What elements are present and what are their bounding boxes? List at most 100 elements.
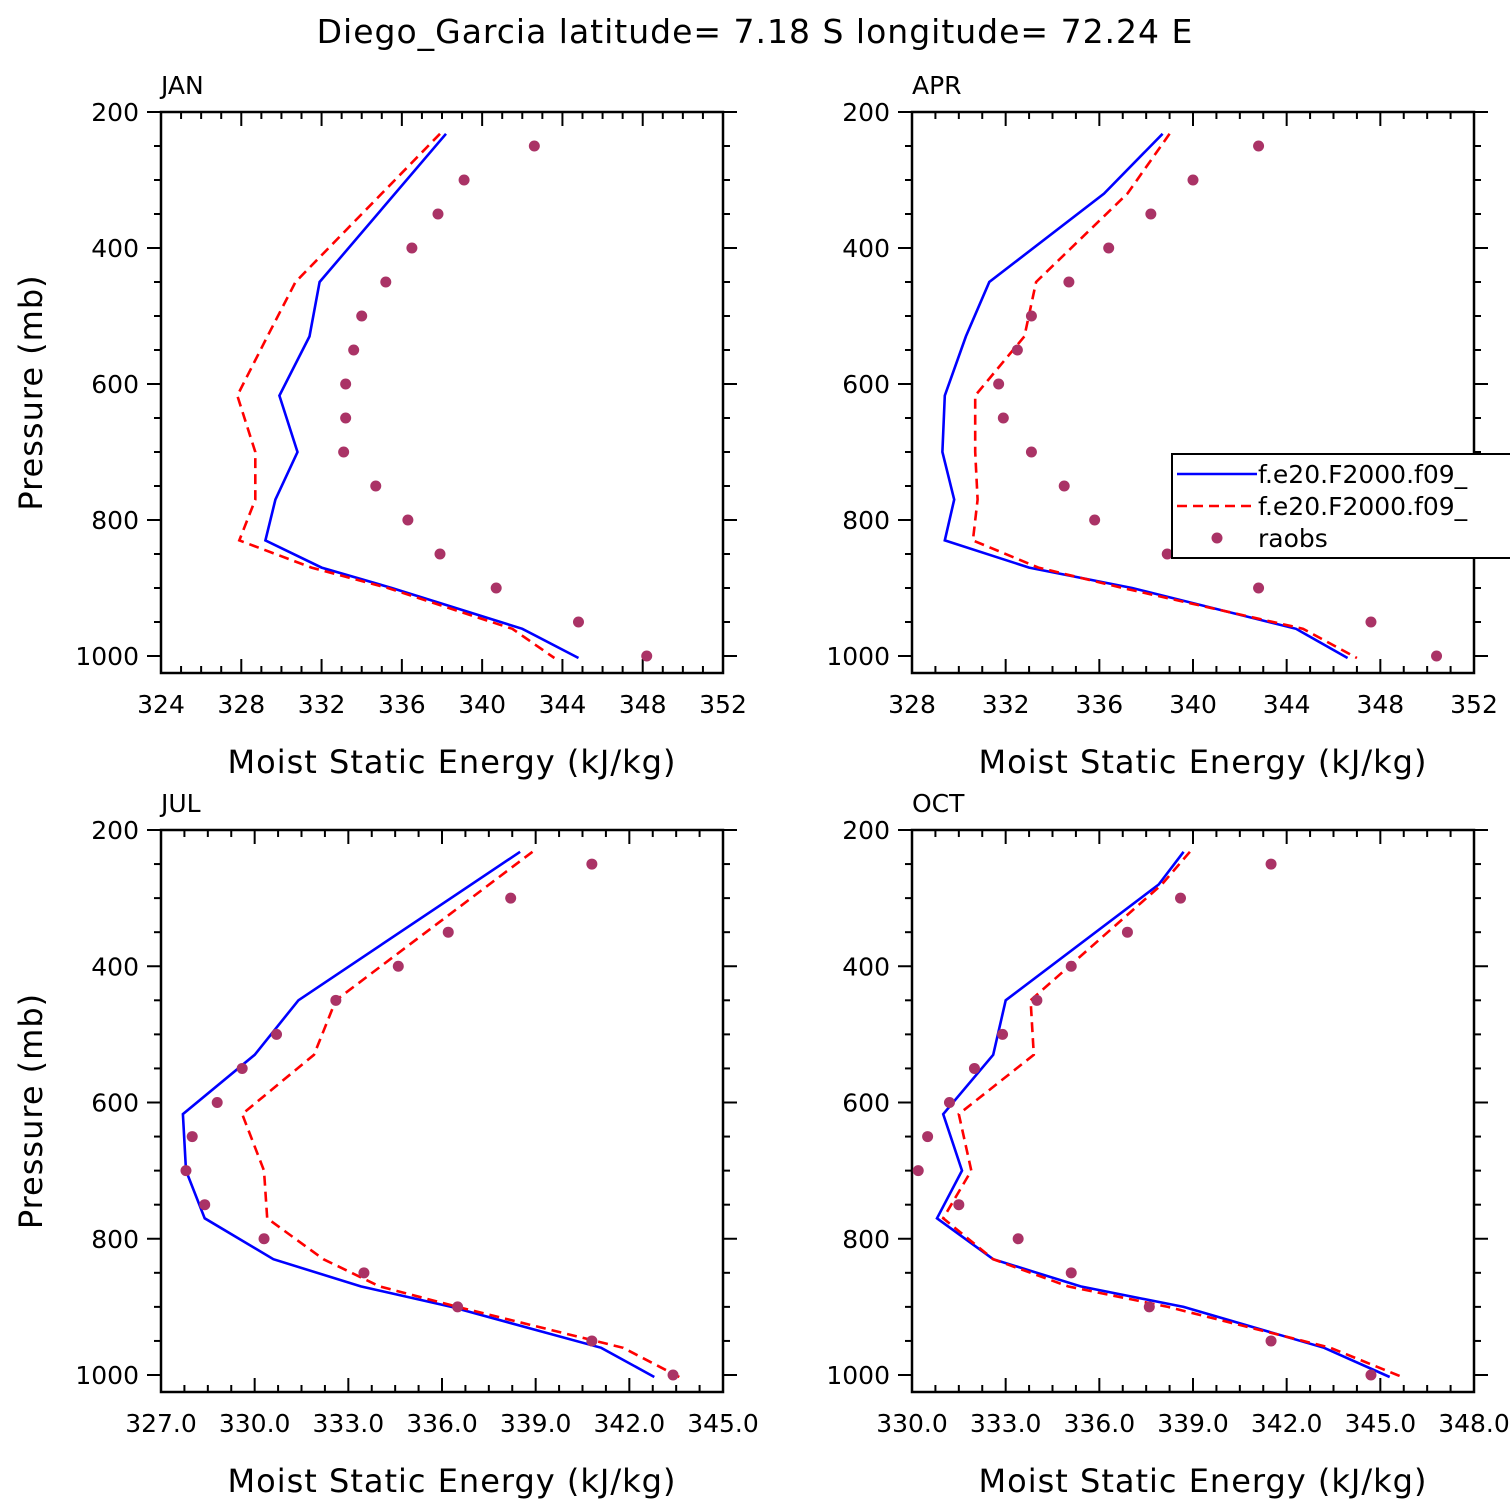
raobs-point — [258, 1233, 270, 1245]
raobs-point — [1161, 548, 1173, 560]
x-tick-label: 336.0 — [1064, 1409, 1136, 1438]
raobs-point — [340, 412, 352, 424]
raobs-point — [458, 174, 470, 186]
y-tick-label: 200 — [842, 816, 890, 845]
x-axis-label: Moist Static Energy (kJ/kg) — [228, 743, 677, 781]
panel-apr: APR 328 332 336 340 344 348 352 200 400 600 800 1000… — [826, 71, 1510, 781]
raobs-point — [1145, 208, 1157, 220]
y-tick-label: 800 — [842, 1225, 890, 1254]
raobs-point — [1058, 480, 1070, 492]
raobs-point — [1253, 582, 1265, 594]
raobs-point — [356, 310, 368, 322]
x-tick-label: 333.0 — [313, 1409, 385, 1438]
raobs-point — [180, 1165, 192, 1177]
y-tick-label: 600 — [91, 370, 139, 399]
legend-marker — [1211, 532, 1223, 544]
raobs-point — [406, 242, 418, 254]
raobs-point — [1121, 926, 1133, 938]
y-tick-label: 200 — [842, 98, 890, 127]
x-tick-label: 342.0 — [1251, 1409, 1323, 1438]
raobs-point — [340, 378, 352, 390]
raobs-point — [358, 1267, 370, 1279]
model2-line — [941, 850, 1403, 1379]
raobs-point — [667, 1369, 679, 1381]
y-tick-label: 200 — [91, 98, 139, 127]
x-tick-label: 336.0 — [406, 1409, 478, 1438]
raobs-point — [997, 412, 1009, 424]
raobs-point — [348, 344, 360, 356]
x-tick-label: 348.0 — [1438, 1409, 1510, 1438]
raobs-point — [1143, 1301, 1155, 1313]
raobs-point — [1065, 960, 1077, 972]
x-tick-label: 336 — [1075, 690, 1123, 719]
model2-line — [235, 132, 556, 660]
raobs-point — [330, 994, 342, 1006]
legend-label: f.e20.F2000.f09_ — [1258, 460, 1468, 489]
raobs-point — [997, 1028, 1009, 1040]
raobs-point — [1187, 174, 1199, 186]
model1-line — [935, 851, 1391, 1379]
panel-jan: JAN 324 328 332 336 340 344 348 352 200 400 600 800 1… — [12, 71, 747, 781]
raobs-point — [392, 960, 404, 972]
y-tick-label: 600 — [842, 370, 890, 399]
model2-line — [240, 850, 680, 1379]
x-tick-label: 344 — [539, 690, 587, 719]
raobs-point — [442, 926, 454, 938]
raobs-point — [1175, 892, 1187, 904]
raobs-point — [912, 1165, 924, 1177]
y-tick-label: 400 — [91, 952, 139, 981]
raobs-point — [1365, 1369, 1377, 1381]
raobs-point — [922, 1131, 934, 1143]
x-tick-label: 339.0 — [1157, 1409, 1229, 1438]
raobs-point — [1011, 344, 1023, 356]
x-tick-label: 333.0 — [970, 1409, 1042, 1438]
raobs-point — [452, 1301, 464, 1313]
raobs-point — [434, 548, 446, 560]
raobs-point — [641, 650, 653, 662]
x-tick-label: 327.0 — [125, 1409, 197, 1438]
legend-label: f.e20.F2000.f09_ — [1258, 492, 1468, 521]
x-tick-label: 339.0 — [500, 1409, 572, 1438]
x-tick-label: 352 — [699, 690, 747, 719]
raobs-point — [1431, 650, 1443, 662]
x-tick-label: 352 — [1450, 690, 1498, 719]
model1-line — [181, 850, 655, 1379]
model1-line — [941, 132, 1349, 660]
raobs-point — [1012, 1233, 1024, 1245]
y-tick-label: 1000 — [75, 1361, 139, 1390]
raobs-point — [490, 582, 502, 594]
y-tick-label: 400 — [842, 234, 890, 263]
panel-oct: OCT 330.0 333.0 336.0 339.0 342.0 345.0 348.0 20… — [826, 789, 1509, 1500]
x-tick-label: 332 — [982, 690, 1030, 719]
x-tick-label: 348 — [619, 690, 667, 719]
y-axis-label: Pressure (mb) — [12, 274, 50, 510]
raobs-point — [1063, 276, 1075, 288]
raobs-point — [993, 378, 1005, 390]
x-tick-label: 336 — [378, 690, 426, 719]
plot-frame — [159, 110, 725, 675]
raobs-point — [1103, 242, 1115, 254]
x-tick-label: 340 — [458, 690, 506, 719]
raobs-point — [432, 208, 444, 220]
y-axis-label: Pressure (mb) — [12, 993, 50, 1229]
legend: f.e20.F2000.f09_ f.e20.F2000.f09_raobs — [1171, 453, 1510, 559]
raobs-point — [186, 1131, 198, 1143]
x-tick-label: 345.0 — [1345, 1409, 1417, 1438]
x-tick-label: 324 — [137, 690, 185, 719]
raobs-point — [1031, 994, 1043, 1006]
panel-label: JUL — [159, 789, 201, 818]
x-tick-label: 328 — [217, 690, 265, 719]
raobs-point — [528, 140, 540, 152]
raobs-point — [572, 616, 584, 628]
x-tick-label: 330.0 — [219, 1409, 291, 1438]
raobs-point — [505, 892, 517, 904]
raobs-point — [1065, 1267, 1077, 1279]
figure-title: Diego_Garcia latitude= 7.18 S longitude=… — [316, 12, 1194, 51]
raobs-point — [1253, 140, 1265, 152]
y-tick-label: 800 — [91, 506, 139, 535]
y-tick-label: 400 — [91, 234, 139, 263]
y-tick-label: 800 — [842, 506, 890, 535]
x-tick-label: 332 — [298, 690, 346, 719]
raobs-point — [586, 1335, 598, 1347]
x-axis-label: Moist Static Energy (kJ/kg) — [228, 1462, 677, 1500]
